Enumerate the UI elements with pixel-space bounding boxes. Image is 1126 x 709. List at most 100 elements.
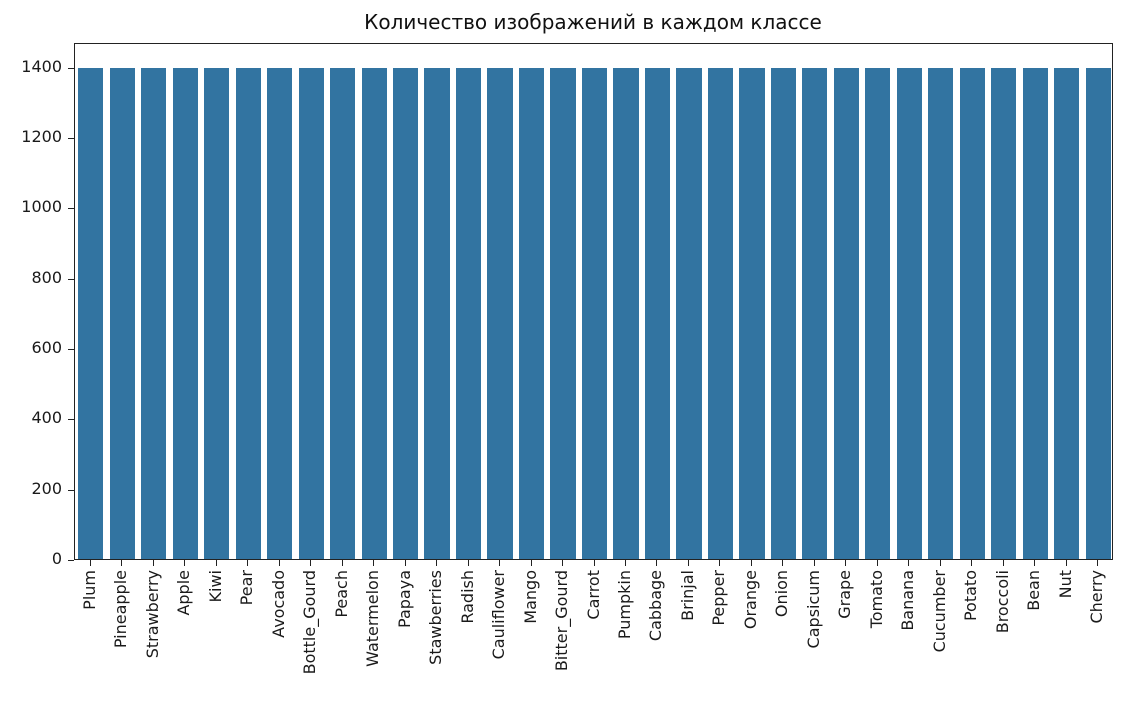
x-tick-mark <box>404 560 406 566</box>
x-tick-label: Nut <box>1055 570 1075 599</box>
x-tick-label: Papaya <box>394 570 414 628</box>
x-tick-label: Pineapple <box>111 570 131 649</box>
x-tick-label: Strawberry <box>142 570 162 659</box>
bar-nut <box>1054 68 1080 559</box>
x-tick-label: Cauliflower <box>489 570 509 660</box>
x-tick-mark <box>624 560 626 566</box>
bar-bitter_gourd <box>550 68 576 559</box>
x-tick-mark <box>152 560 154 566</box>
x-tick-mark <box>876 560 878 566</box>
x-tick-label: Carrot <box>583 570 603 620</box>
x-tick-label: Cabbage <box>646 570 666 642</box>
bar-bottle_gourd <box>298 68 324 559</box>
bar-strawberry <box>141 68 167 559</box>
bar-brinjal <box>676 68 702 559</box>
x-tick-mark <box>373 560 375 566</box>
bar-carrot <box>581 68 608 559</box>
bar-tomato <box>865 68 891 559</box>
y-tick-label: 600 <box>31 337 62 357</box>
x-tick-label: Peach <box>331 570 351 618</box>
x-tick-mark <box>530 560 532 566</box>
x-tick-label: Orange <box>740 570 760 630</box>
x-tick-mark <box>719 560 721 566</box>
x-tick-mark <box>562 560 563 566</box>
bar-radish <box>455 68 482 559</box>
x-tick-label: Avocado <box>268 570 288 638</box>
y-tick-label: 200 <box>31 478 62 498</box>
x-tick-mark <box>499 560 501 566</box>
bar-pineapple <box>109 68 135 559</box>
bar-onion <box>770 68 796 559</box>
x-tick-mark <box>89 560 91 566</box>
x-tick-mark <box>813 560 815 566</box>
x-tick-label: Pear <box>237 570 257 606</box>
y-tick-label: 1000 <box>21 197 62 217</box>
bar-bean <box>1022 68 1048 559</box>
bar-orange <box>739 68 765 559</box>
bar-pepper <box>707 68 734 559</box>
bar-cucumber <box>928 68 954 559</box>
x-tick-label: Onion <box>772 570 792 618</box>
x-tick-mark <box>184 560 186 566</box>
x-tick-mark <box>939 560 941 566</box>
x-tick-label: Stawberries <box>426 570 446 665</box>
x-tick-mark <box>121 560 123 566</box>
x-tick-mark <box>593 560 595 566</box>
x-tick-label: Broccoli <box>992 570 1012 634</box>
bar-pumpkin <box>613 68 639 559</box>
x-tick-mark <box>687 560 689 566</box>
y-tick-mark <box>68 419 74 421</box>
bar-peach <box>330 68 356 559</box>
x-tick-label: Kiwi <box>205 570 225 603</box>
x-tick-mark <box>341 560 343 566</box>
x-tick-label: Radish <box>457 570 477 624</box>
x-tick-label: Capsicum <box>803 570 823 649</box>
y-tick-mark <box>68 278 74 280</box>
y-tick-mark <box>68 489 74 491</box>
bar-grape <box>833 68 859 559</box>
y-tick-label: 0 <box>51 549 62 568</box>
x-tick-mark <box>1065 560 1067 566</box>
y-tick-label: 800 <box>31 267 62 287</box>
x-tick-label: Brinjal <box>677 570 697 621</box>
bar-apple <box>172 68 198 559</box>
x-tick-label: Pumpkin <box>614 570 634 640</box>
x-tick-mark <box>310 560 312 566</box>
bar-broccoli <box>991 68 1017 559</box>
bar-banana <box>896 68 922 559</box>
bar-mango <box>518 68 545 559</box>
x-tick-label: Mango <box>520 570 540 624</box>
x-tick-label: Tomato <box>866 570 886 629</box>
bar-kiwi <box>204 68 230 559</box>
bar-pear <box>235 68 261 559</box>
bar-cherry <box>1085 68 1111 559</box>
y-tick-mark <box>68 137 74 139</box>
x-tick-label: Watermelon <box>363 570 383 667</box>
bar-stawberries <box>424 68 450 559</box>
x-tick-label: Cherry <box>1087 570 1107 624</box>
x-tick-label: Apple <box>174 570 194 616</box>
y-tick-mark <box>68 348 74 350</box>
chart-title: Количество изображений в каждом классе <box>364 10 822 34</box>
x-tick-mark <box>1097 560 1099 566</box>
x-tick-mark <box>467 560 469 566</box>
x-tick-mark <box>782 560 784 566</box>
bar-plum <box>78 68 104 559</box>
x-tick-label: Pepper <box>709 570 729 626</box>
y-tick-label: 1400 <box>21 56 62 76</box>
x-tick-label: Potato <box>961 570 981 622</box>
x-tick-label: Bottle_Gourd <box>300 570 320 675</box>
x-tick-label: Bitter_Gourd <box>552 570 571 672</box>
x-tick-label: Banana <box>898 570 918 631</box>
x-tick-label: Grape <box>835 570 855 619</box>
x-tick-mark <box>215 560 217 566</box>
x-tick-label: Bean <box>1024 570 1044 611</box>
bar-cabbage <box>644 68 671 559</box>
x-tick-mark <box>436 560 438 566</box>
y-tick-label: 1200 <box>21 126 62 146</box>
y-tick-label: 400 <box>31 408 62 428</box>
x-tick-mark <box>278 560 280 566</box>
x-tick-label: Cucumber <box>929 570 949 653</box>
x-tick-mark <box>971 560 973 566</box>
bar-capsicum <box>802 68 828 559</box>
